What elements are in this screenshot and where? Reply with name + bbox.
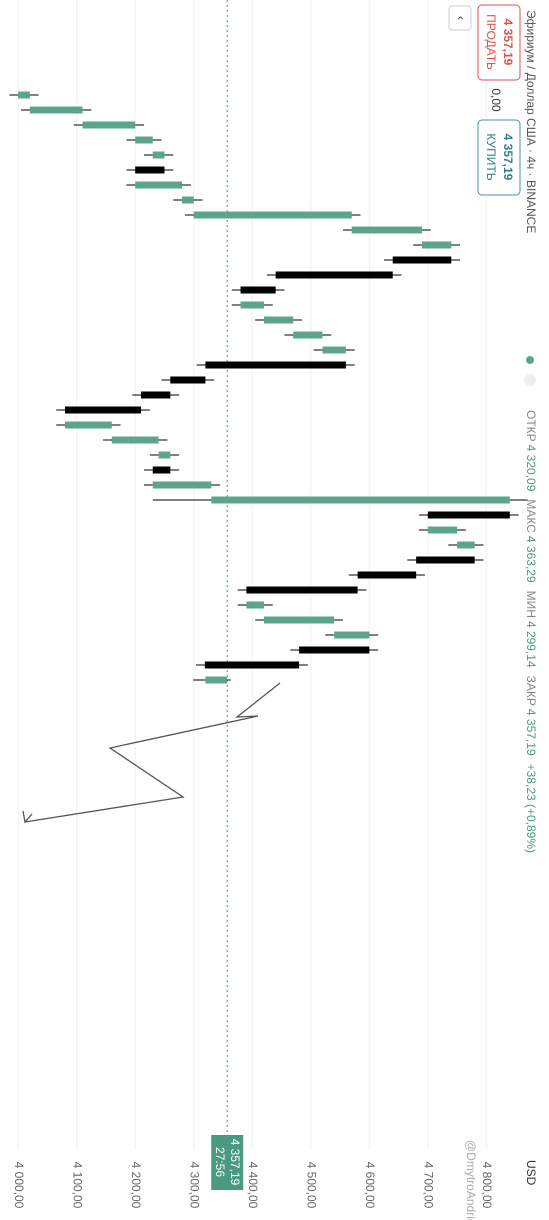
candle-body [240,286,276,294]
y-tick-label: 4 300,00 [188,1162,202,1209]
legend-label: ЗАКР [524,676,538,706]
sell-label: ПРОДАТЬ [484,14,498,70]
candle-body [427,526,458,534]
collapse-icon: ‹ [454,16,468,20]
sell-price: 4 357,19 [501,19,515,66]
axis-unit: USD [524,1160,538,1186]
y-tick-label: 4 400,00 [246,1162,260,1209]
candle-body [263,316,294,324]
candle-body [357,571,417,579]
legend-value: 4 363,29 [524,536,538,583]
candle-body [135,166,165,174]
candle-body [421,241,452,249]
y-tick-label: 4 100,00 [71,1162,85,1209]
y-tick-label: 4 500,00 [305,1162,319,1209]
candle-body [18,91,30,99]
y-tick-label: 4 000,00 [12,1162,26,1209]
candle-body [135,181,183,189]
collapse-button[interactable] [448,5,472,31]
candle-body [246,586,358,594]
candle-body [211,496,510,504]
candle-body [170,376,206,384]
status-dot [526,356,534,364]
candle-body [111,436,159,444]
spread: 0,00 [489,88,503,112]
buy-price: 4 357,19 [501,134,515,181]
candle-body [158,451,171,459]
candle-body [293,331,323,339]
legend-label: ОТКР [524,410,538,442]
candle-body [204,661,300,669]
candle-body [64,421,112,429]
drawing [24,682,281,823]
buy-button[interactable] [477,119,521,196]
candle-body [322,346,346,354]
candle-body [152,466,171,474]
candle-body [240,301,264,309]
candle-body [193,211,352,219]
candle-body [334,631,370,639]
candle-body [263,616,335,624]
legend-label: МИН [524,591,538,618]
candle-body [457,541,475,549]
last-price-tag [211,1135,244,1190]
y-tick-label: 4 800,00 [480,1162,494,1209]
last-price-label: 4 357,19 [228,1139,242,1186]
candle-body [427,511,510,519]
countdown: 27:56 [213,1147,227,1177]
candle-body [246,601,264,609]
legend-value: 4 320,09 [524,445,538,492]
candle-body [182,196,194,204]
candle-body [205,361,346,369]
legend-change: +38,23 (+0,89%) [524,764,538,853]
exchange-icon [524,374,536,386]
candle-body [152,481,212,489]
candle-body [64,406,142,414]
legend-value: 4 357,19 [524,709,538,756]
watermark: @DmytroAndrieiev [464,1140,478,1220]
symbol-title: Эфириум / Доллар США · 4ч · BINANCE [524,10,538,233]
price-axis-bg [0,1150,549,1220]
candle-body [275,271,393,279]
candle-body [152,151,165,159]
candle-body [351,226,422,234]
candle-body [416,556,475,564]
legend-label: МАКС [524,499,538,533]
candle-body [299,646,370,654]
candle-body [141,391,171,399]
y-tick-label: 4 600,00 [363,1162,377,1209]
sell-button[interactable] [477,4,521,81]
candle-body [205,676,228,684]
y-tick-label: 4 700,00 [422,1162,436,1209]
candle-body [29,106,83,114]
drawing-arrowhead [22,810,33,824]
candle-body [135,136,153,144]
legend-value: 4 299,14 [524,621,538,668]
buy-label: КУПИТЬ [484,133,498,180]
y-tick-label: 4 200,00 [129,1162,143,1209]
candle-body [82,121,136,129]
candle-body [392,256,452,264]
